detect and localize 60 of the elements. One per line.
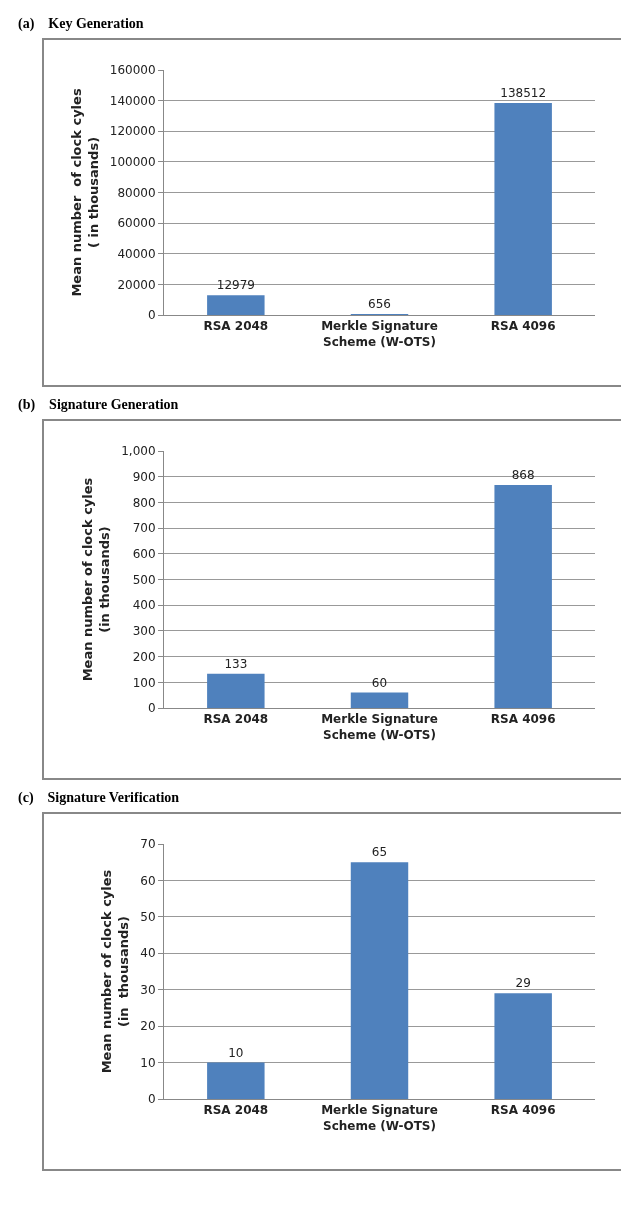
y-axis-title: Mean number of clock cyles (in thousands) — [99, 869, 132, 1074]
bar — [494, 993, 552, 1099]
y-tick-label: 100000 — [109, 155, 156, 170]
x-tick-label: Merkle Signature Scheme (W-OTS) — [321, 319, 438, 349]
y-axis-title: Mean number of clock cyles (in thousands) — [80, 477, 113, 682]
y-tick-label: 160000 — [109, 63, 156, 78]
data-label: 656 — [368, 297, 391, 311]
y-tick-label: 70 — [140, 837, 156, 852]
chart-title: (c) Signature Verification — [18, 789, 181, 807]
y-tick-label: 0 — [147, 308, 156, 323]
y-tick-label: 30 — [140, 982, 156, 997]
x-tick-label: RSA 4096 — [490, 1103, 556, 1118]
y-tick-label: 60 — [140, 873, 156, 888]
y-tick-label: 0 — [147, 1092, 156, 1107]
chart-title: (a) Key Generation — [18, 15, 145, 33]
y-tick-label: 500 — [132, 572, 156, 587]
y-tick-label: 300 — [132, 624, 156, 639]
x-tick-label: Merkle Signature Scheme (W-OTS) — [321, 1103, 438, 1133]
chart-title: (b) Signature Generation — [18, 396, 180, 414]
y-tick-label: 600 — [132, 547, 156, 561]
data-label: 868 — [511, 467, 535, 482]
y-tick-label: 20000 — [117, 277, 156, 292]
y-tick-label: 40000 — [117, 246, 156, 261]
y-tick-label: 1,000 — [121, 444, 156, 459]
data-label: 133 — [224, 656, 248, 671]
x-tick-label: RSA 2048 — [203, 712, 269, 727]
y-tick-label: 10 — [140, 1055, 156, 1070]
y-tick-label: 120000 — [109, 124, 156, 139]
bar — [494, 102, 552, 315]
data-label: 60 — [371, 675, 388, 690]
data-label: 138512 — [500, 85, 547, 100]
y-tick-label: 200 — [132, 649, 156, 664]
y-tick-label: 140000 — [109, 93, 156, 108]
y-tick-label: 900 — [132, 469, 156, 484]
y-axis-title: Mean number of clock cyles ( in thousands) — [68, 88, 101, 297]
y-tick-label: 20 — [140, 1019, 156, 1034]
y-tick-label: 0 — [147, 701, 156, 716]
y-tick-label: 700 — [132, 521, 156, 536]
y-tick-label: 80000 — [117, 185, 156, 200]
bar — [494, 484, 552, 708]
y-tick-label: 50 — [140, 910, 156, 925]
x-tick-label: RSA 4096 — [490, 319, 556, 334]
data-label: 29 — [515, 976, 531, 991]
x-tick-label: RSA 2048 — [203, 319, 269, 334]
x-tick-label: RSA 4096 — [490, 712, 556, 727]
x-tick-label: RSA 2048 — [203, 1103, 269, 1118]
bar — [350, 692, 409, 708]
x-tick-label: Merkle Signature Scheme (W-OTS) — [321, 712, 438, 742]
bar — [350, 862, 409, 1099]
data-label: 65 — [371, 845, 388, 860]
bar — [207, 295, 265, 315]
y-tick-label: 60000 — [117, 216, 156, 231]
y-tick-label: 100 — [132, 675, 156, 690]
y-tick-label: 800 — [132, 495, 156, 510]
y-tick-label: 400 — [132, 598, 156, 613]
bar — [207, 1062, 265, 1099]
data-label: 10 — [228, 1045, 244, 1060]
y-tick-label: 40 — [140, 946, 156, 961]
data-label: 12979 — [216, 278, 255, 293]
bar — [207, 673, 265, 708]
